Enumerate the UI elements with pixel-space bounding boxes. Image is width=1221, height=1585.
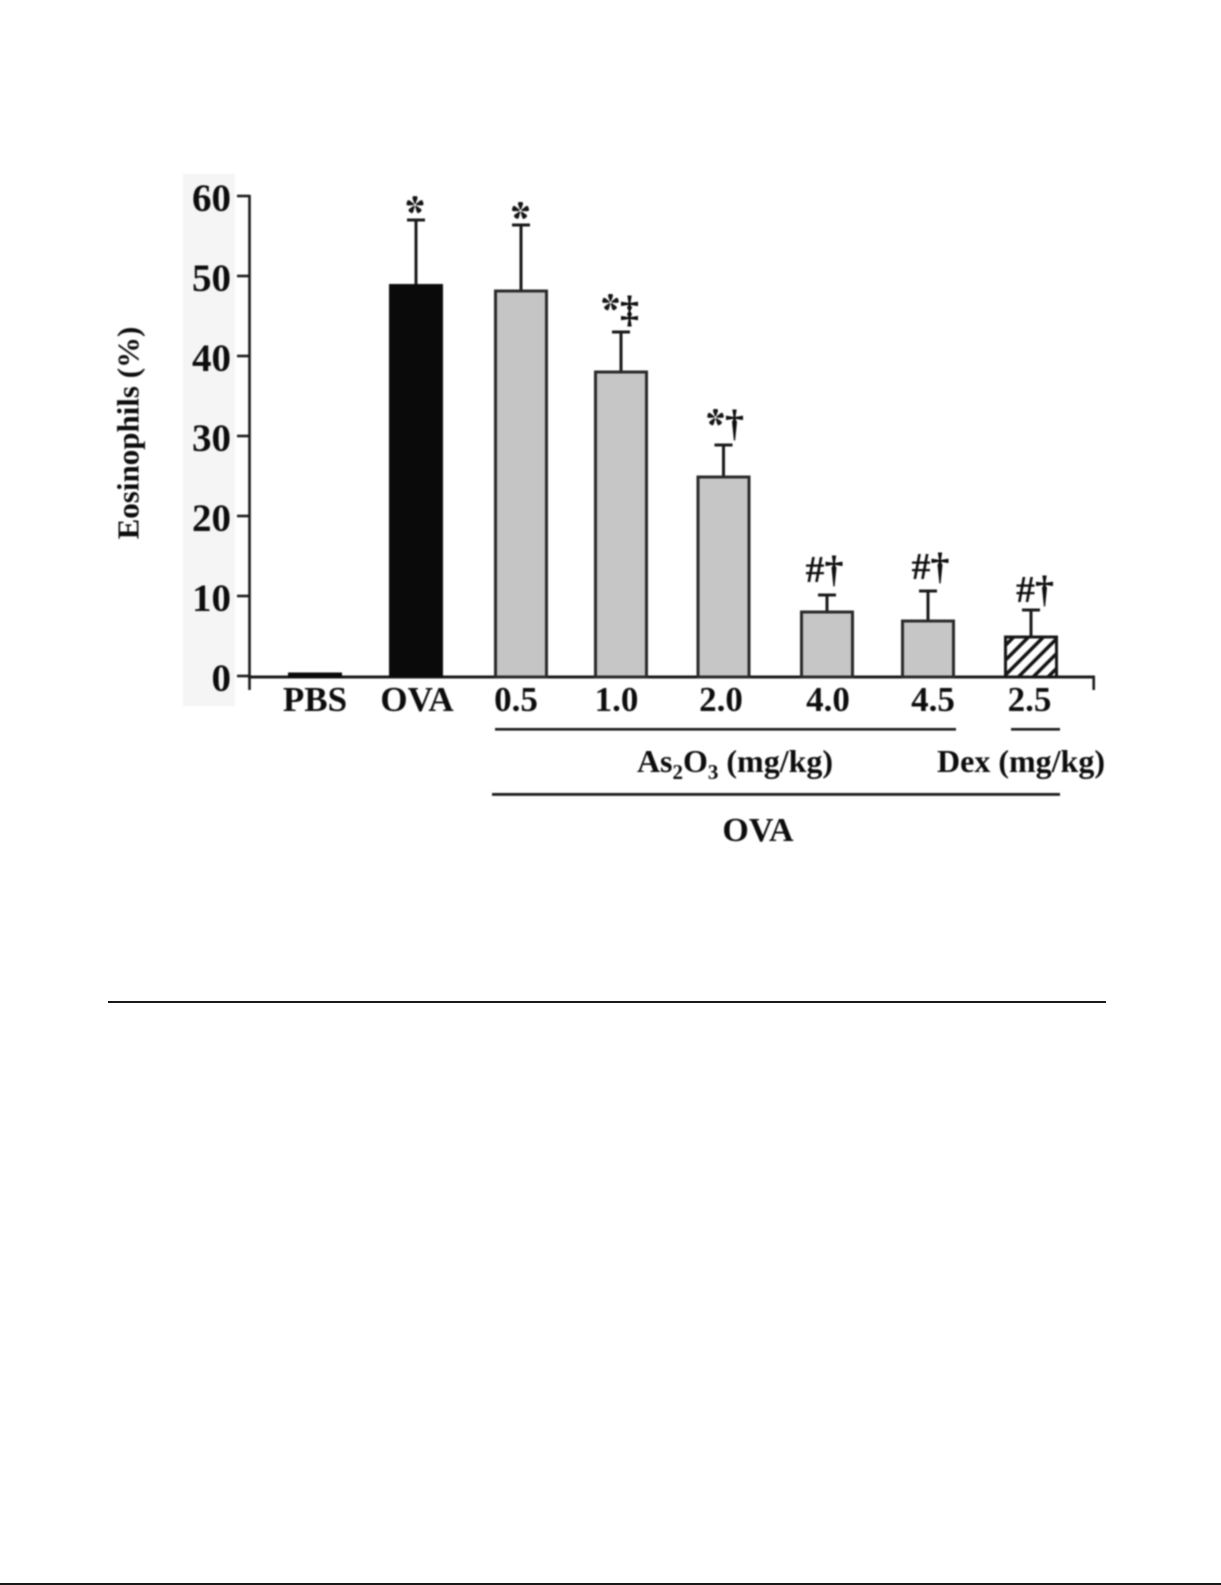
svg-text:0.5: 0.5 <box>494 680 538 719</box>
svg-text:#†: #† <box>912 546 950 588</box>
svg-text:2.0: 2.0 <box>699 680 743 719</box>
svg-text:Dex (mg/kg): Dex (mg/kg) <box>937 743 1105 779</box>
svg-text:As2O3 (mg/kg): As2O3 (mg/kg) <box>637 743 833 784</box>
svg-text:4.5: 4.5 <box>911 680 955 719</box>
svg-text:#†: #† <box>806 549 844 591</box>
svg-text:50: 50 <box>192 257 231 300</box>
svg-text:40: 40 <box>192 337 231 380</box>
svg-text:OVA: OVA <box>722 812 794 849</box>
svg-text:†: † <box>725 403 744 445</box>
svg-text:1.0: 1.0 <box>595 680 639 719</box>
svg-text:20: 20 <box>192 497 231 540</box>
svg-text:‡: ‡ <box>620 289 639 331</box>
svg-text:30: 30 <box>192 417 231 460</box>
svg-text:#†: #† <box>1016 569 1054 611</box>
svg-text:4.0: 4.0 <box>806 680 850 719</box>
svg-text:OVA: OVA <box>380 680 454 719</box>
svg-text:PBS: PBS <box>283 680 347 719</box>
svg-text:2.5: 2.5 <box>1008 680 1052 719</box>
svg-text:10: 10 <box>192 577 231 620</box>
svg-text:0: 0 <box>212 657 232 700</box>
svg-text:Eosinophils (%): Eosinophils (%) <box>111 327 146 540</box>
svg-text:60: 60 <box>192 177 231 220</box>
